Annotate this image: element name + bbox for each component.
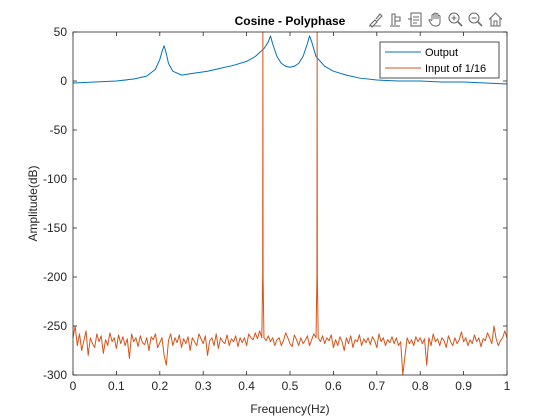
y-tick-label: -50 [50,123,68,137]
x-tick-label: 0.2 [151,379,168,393]
y-tick-label: 50 [54,25,68,39]
x-tick-label: 0.5 [282,379,299,393]
y-tick-label: -100 [43,172,67,186]
chart-title: Cosine - Polyphase [235,14,346,28]
legend-label-input: Input of 1/16 [425,63,486,75]
x-tick-label: 0.3 [195,379,212,393]
series-line-output [72,35,508,85]
y-ticks: 50 0 -50 -100 -150 -200 -250 -300 [43,25,507,382]
x-tick-label: 0.8 [412,379,429,393]
axes-toolbar [366,9,505,29]
brush-icon[interactable] [366,10,385,29]
x-tick-label: 0.9 [455,379,472,393]
series-layer [72,31,508,376]
x-ticks: 0 0.1 0.2 0.3 0.4 0.5 0.6 0.7 0.8 0.9 1 [70,32,511,393]
x-axis-label: Frequency(Hz) [250,402,329,416]
x-tick-label: 0.6 [325,379,342,393]
zoom-in-icon[interactable] [446,10,465,29]
y-tick-label: -250 [43,319,67,333]
legend-label-output: Output [425,47,458,59]
export-icon[interactable] [406,10,425,29]
y-tick-label: -300 [43,368,67,382]
zoom-out-icon[interactable] [466,10,485,29]
legend[interactable]: Output Input of 1/16 [379,41,500,79]
x-tick-label: 0 [70,379,77,393]
legend-box [379,41,500,79]
home-icon[interactable] [486,10,505,29]
y-tick-label: -200 [43,270,67,284]
axes-background [73,32,507,375]
pan-hand-icon[interactable] [426,10,445,29]
data-cursor-icon[interactable] [386,10,405,29]
y-tick-label: -150 [43,221,67,235]
y-tick-label: 0 [60,74,67,88]
x-tick-label: 0.4 [238,379,255,393]
y-axis-label: Amplitude(dB) [26,165,40,241]
x-tick-label: 0.1 [108,379,125,393]
series-line-input [72,31,508,376]
x-tick-label: 1 [504,379,511,393]
x-tick-label: 0.7 [368,379,385,393]
